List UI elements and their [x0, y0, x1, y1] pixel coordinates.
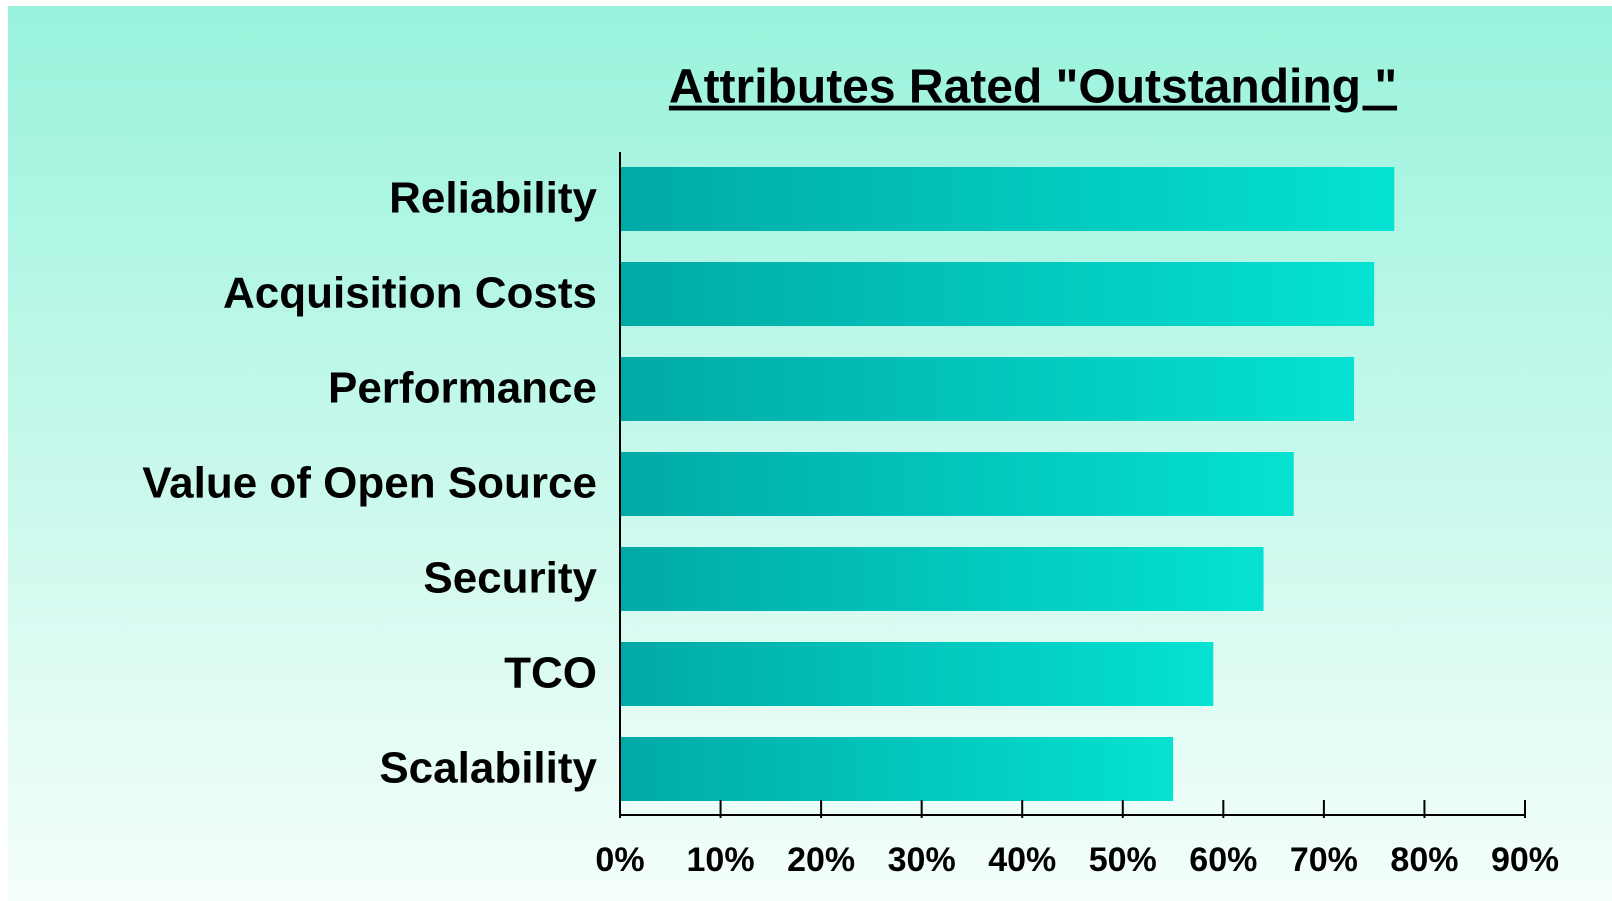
x-tick-label: 50% — [1089, 841, 1157, 879]
x-tick-label: 70% — [1290, 841, 1358, 879]
x-tick-label: 0% — [595, 841, 644, 879]
y-tick-label: Reliability — [389, 174, 597, 223]
bar — [620, 167, 1395, 231]
x-tick-label: 40% — [988, 841, 1056, 879]
x-tick-label: 30% — [888, 841, 956, 879]
y-tick-label: Scalability — [379, 744, 597, 793]
bar — [620, 452, 1294, 516]
x-tick-label: 10% — [687, 841, 755, 879]
x-tick-label: 90% — [1491, 841, 1559, 879]
y-tick-label: Security — [423, 554, 597, 603]
y-tick-label: Acquisition Costs — [223, 269, 597, 318]
x-tick-label: 80% — [1390, 841, 1458, 879]
bar — [620, 642, 1214, 706]
bar — [620, 737, 1174, 801]
y-tick-label: Value of Open Source — [142, 459, 597, 508]
bar — [620, 357, 1355, 421]
y-tick-label: TCO — [504, 649, 597, 698]
bar — [620, 262, 1375, 326]
x-tick-label: 60% — [1189, 841, 1257, 879]
bar — [620, 547, 1264, 611]
chart-title: Attributes Rated "Outstanding " — [669, 61, 1397, 114]
x-tick-label: 20% — [787, 841, 855, 879]
y-tick-label: Performance — [328, 364, 597, 413]
